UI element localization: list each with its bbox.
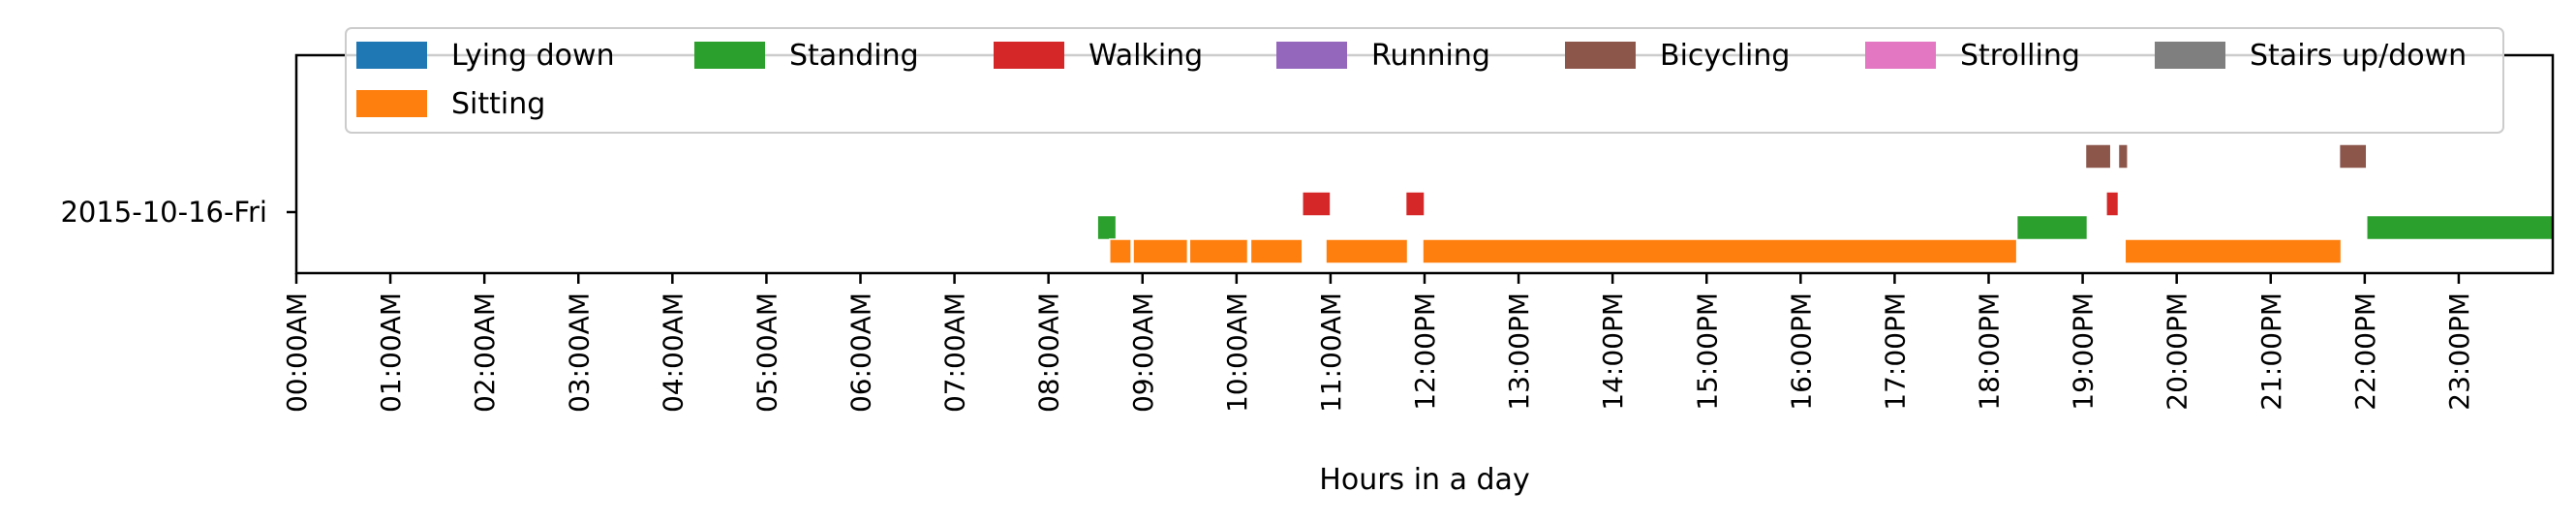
- x-tick-label: 03:00AM: [563, 292, 595, 413]
- legend-item: Standing: [694, 39, 919, 73]
- legend-item: Stairs up/down: [2155, 39, 2467, 73]
- segment-sitting: [1132, 238, 1189, 264]
- legend-frame: [345, 27, 2504, 134]
- x-axis-ticks: 00:00AM 01:00AM 02:00AM 03:00AM 04:00AM 05:00…: [281, 273, 2475, 413]
- segment-sitting: [1325, 238, 1409, 264]
- legend-item: Bicycling: [1565, 39, 1790, 73]
- row-label: 2015-10-16-Fri: [60, 196, 267, 229]
- legend-swatch: [694, 42, 765, 69]
- legend-label: Bicycling: [1660, 39, 1790, 73]
- x-tick-label: 11:00AM: [1315, 292, 1347, 413]
- x-tick-label: 22:00PM: [2349, 292, 2381, 411]
- x-tick-label: 18:00PM: [1974, 292, 2006, 411]
- legend-swatch: [356, 42, 427, 69]
- x-tick-label: 09:00AM: [1127, 292, 1159, 413]
- legend-swatch: [994, 42, 1064, 69]
- segment-bicycling: [2338, 143, 2368, 169]
- x-tick-label: 08:00AM: [1033, 292, 1065, 413]
- segment-walking: [1404, 191, 1426, 217]
- x-tick-label: 13:00PM: [1503, 292, 1535, 411]
- segment-standing: [2366, 214, 2554, 241]
- legend-label: Strolling: [1960, 39, 2080, 73]
- legend-swatch: [1865, 42, 1936, 69]
- legend-swatch: [1276, 42, 1347, 69]
- legend-swatch: [2155, 42, 2225, 69]
- legend-item: Sitting: [356, 87, 545, 121]
- legend: Lying down Standing Walking Running Bicyclin…: [345, 27, 2504, 134]
- segment-sitting: [2124, 238, 2343, 264]
- legend-swatch: [1565, 42, 1636, 69]
- segment-standing: [2015, 214, 2089, 241]
- x-tick-label: 05:00AM: [751, 292, 782, 413]
- legend-label: Running: [1371, 39, 1490, 73]
- legend-label: Standing: [789, 39, 919, 73]
- x-tick-label: 10:00AM: [1221, 292, 1253, 413]
- x-tick-label: 17:00PM: [1879, 292, 1911, 411]
- legend-swatch: [356, 90, 427, 117]
- x-tick-label: 20:00PM: [2162, 292, 2193, 411]
- legend-item: Running: [1276, 39, 1490, 73]
- x-tick-label: 19:00PM: [2068, 292, 2100, 411]
- legend-item: Walking: [994, 39, 1203, 73]
- timeline-bars: [1096, 143, 2554, 264]
- x-tick-label: 12:00PM: [1409, 292, 1441, 411]
- segment-bicycling: [2084, 143, 2112, 169]
- segment-walking: [1302, 191, 1332, 217]
- segment-sitting: [1422, 238, 2018, 264]
- segment-sitting: [1249, 238, 1303, 264]
- x-tick-label: 21:00PM: [2255, 292, 2287, 411]
- segment-bicycling: [2117, 143, 2129, 169]
- x-tick-label: 15:00PM: [1691, 292, 1723, 411]
- legend-label: Lying down: [451, 39, 615, 73]
- legend-item: Lying down: [356, 39, 615, 73]
- x-tick-label: 07:00AM: [939, 292, 971, 413]
- x-tick-label: 23:00PM: [2443, 292, 2475, 411]
- x-tick-label: 00:00AM: [281, 292, 313, 413]
- x-tick-label: 06:00AM: [845, 292, 877, 413]
- x-tick-label: 16:00PM: [1785, 292, 1817, 411]
- legend-label: Walking: [1089, 39, 1203, 73]
- x-tick-label: 01:00AM: [375, 292, 407, 413]
- x-axis-label: Hours in a day: [1319, 463, 1529, 497]
- legend-item: Strolling: [1865, 39, 2080, 73]
- segment-sitting: [1188, 238, 1249, 264]
- segment-standing: [1096, 214, 1118, 241]
- segment-sitting: [1109, 238, 1132, 264]
- legend-label: Stairs up/down: [2250, 39, 2467, 73]
- x-tick-label: 14:00PM: [1597, 292, 1629, 411]
- x-tick-label: 02:00AM: [469, 292, 501, 413]
- x-tick-label: 04:00AM: [657, 292, 689, 413]
- segment-walking: [2105, 191, 2120, 217]
- legend-label: Sitting: [451, 87, 545, 121]
